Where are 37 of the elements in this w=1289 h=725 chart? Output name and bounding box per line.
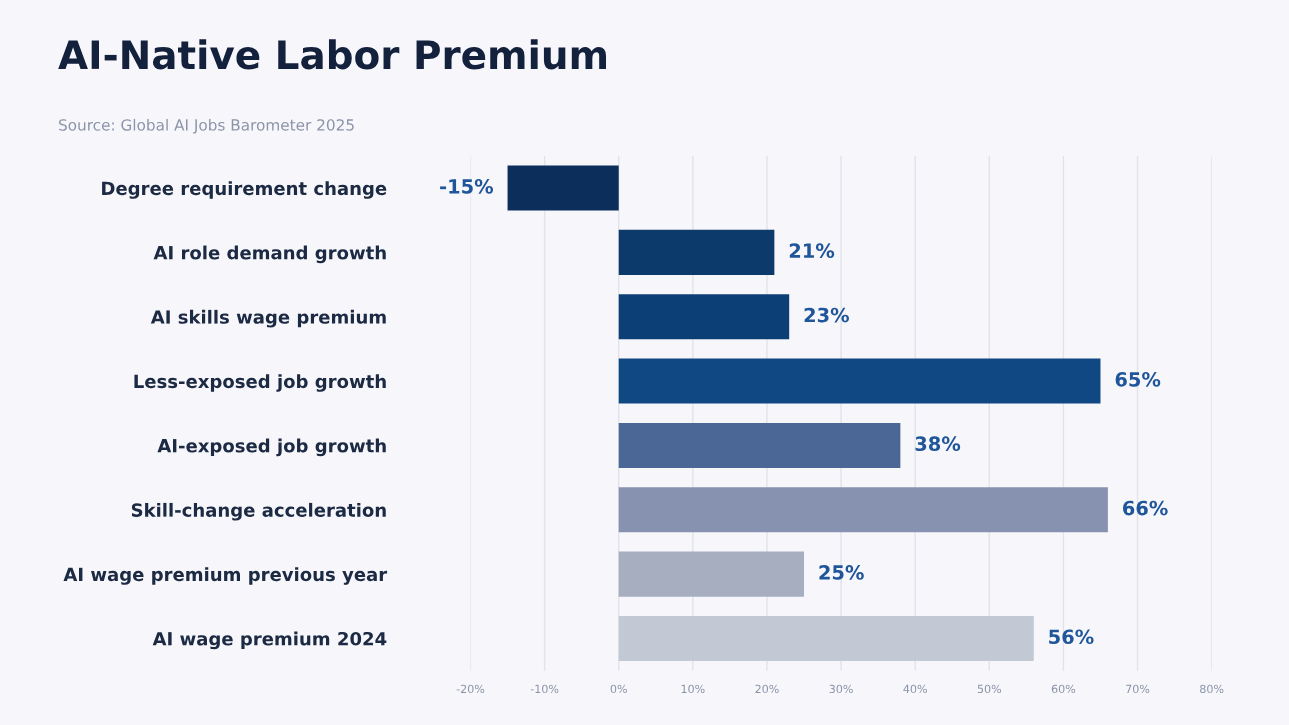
- y-tick-label: AI wage premium previous year: [63, 567, 388, 585]
- y-tick-label: Less-exposed job growth: [134, 374, 386, 392]
- y-tick-label: AI wage premium 2024: [152, 631, 387, 650]
- x-tick-label: 50%: [977, 684, 1002, 694]
- bar: [618, 358, 1101, 404]
- bar: [618, 615, 1034, 661]
- y-tick-label: AI role demand growth: [153, 245, 386, 264]
- data-label: 25%: [819, 565, 864, 580]
- x-tick-label: 70%: [1126, 684, 1150, 694]
- bar: [507, 165, 619, 211]
- data-label: -15%: [440, 178, 494, 194]
- chart-title: AI-Native Labor Premium: [58, 39, 607, 70]
- bar: [618, 551, 805, 597]
- x-tick-label: 20%: [755, 684, 779, 694]
- data-label: 65%: [1115, 372, 1161, 387]
- data-label: 66%: [1122, 500, 1168, 516]
- source-note: Source: Global AI Jobs Barometer 2025: [59, 118, 354, 134]
- data-label: 56%: [1049, 629, 1094, 645]
- bar: [618, 294, 790, 340]
- x-tick-label: 0%: [610, 684, 627, 694]
- data-label: 21%: [789, 243, 835, 259]
- data-label: 23%: [804, 307, 849, 323]
- bar: [618, 229, 775, 275]
- y-tick-label: AI-exposed job growth: [157, 438, 386, 457]
- y-tick-label: Degree requirement change: [102, 181, 387, 199]
- bar: [618, 422, 901, 468]
- y-tick-label: AI skills wage premium: [150, 309, 386, 328]
- y-tick-label: Skill-change acceleration: [131, 502, 386, 521]
- x-tick-label: 60%: [1051, 684, 1076, 694]
- data-label: 38%: [915, 436, 961, 452]
- x-tick-label: 80%: [1200, 684, 1224, 694]
- x-tick-label: -10%: [530, 684, 559, 694]
- x-tick-label: -20%: [456, 684, 485, 694]
- x-tick-label: 40%: [903, 684, 927, 694]
- bar: [618, 487, 1108, 533]
- x-tick-label: 30%: [829, 684, 853, 694]
- x-tick-label: 10%: [681, 684, 705, 694]
